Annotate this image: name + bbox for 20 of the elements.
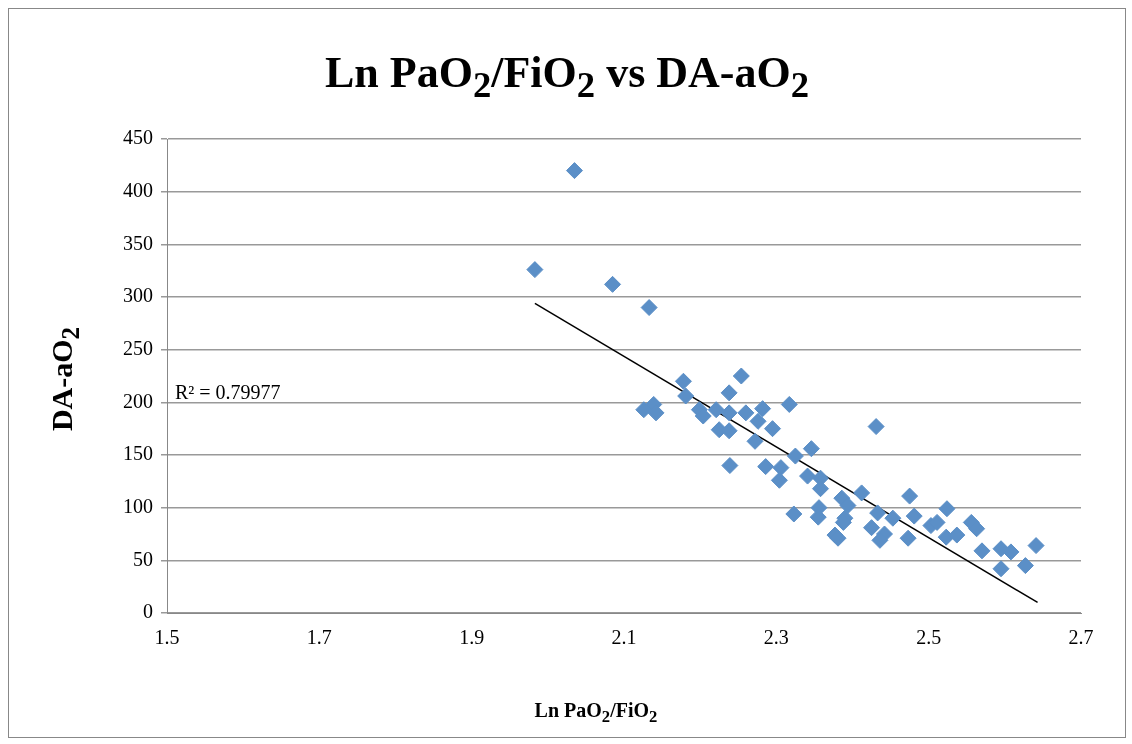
y-tick-label: 450 [123,126,153,149]
y-tick-label: 150 [123,442,153,465]
x-tick-label: 2.1 [611,626,637,649]
y-tick-label: 0 [143,600,153,623]
y-tick-label: 400 [123,178,153,201]
x-tick-label: 1.7 [306,626,332,649]
y-tick-label: 350 [123,231,153,254]
annotation: R² = 0.79977 [175,381,281,403]
x-tick-label: 2.3 [763,626,789,649]
x-tick-label: 2.7 [1068,626,1094,649]
y-tick-label: 50 [133,547,153,570]
y-tick-label: 250 [123,336,153,359]
x-axis-title: Ln PaO$_{2}$/FiO$_{2}$ [533,699,659,727]
y-tick-label: 100 [123,494,153,517]
chart-title: Ln PaO$_{2}$/FiO$_{2}$ vs DA-aO$_{2}$ [324,47,810,106]
x-tick-label: 1.5 [154,626,180,649]
y-tick-label: 300 [123,284,153,307]
y-tick-label: 200 [123,389,153,412]
x-tick-label: 1.9 [459,626,485,649]
x-tick-label: 2.5 [916,626,942,649]
